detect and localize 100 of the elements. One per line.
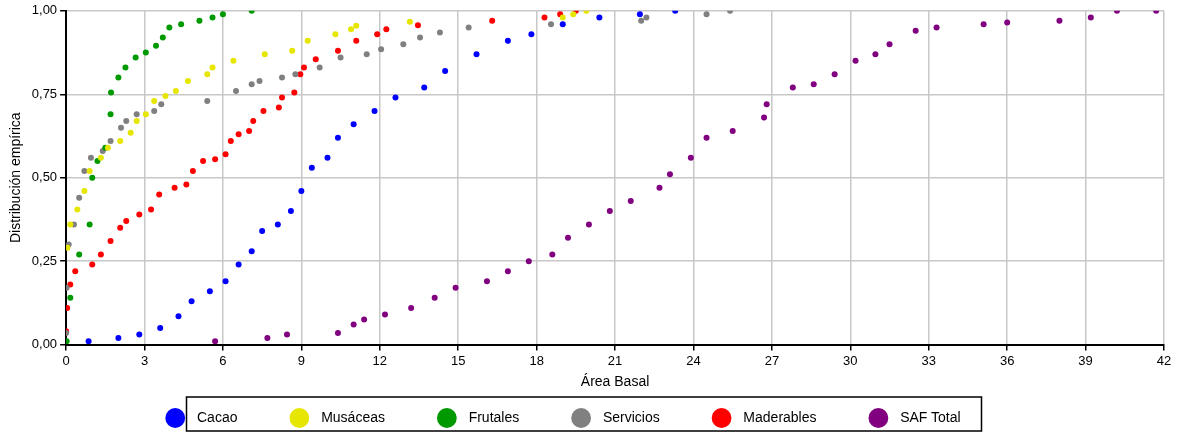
y-axis-title: Distribución empírica <box>7 112 24 244</box>
point <box>361 316 368 323</box>
point <box>212 156 219 163</box>
point <box>85 338 92 345</box>
point <box>122 64 129 71</box>
point <box>489 17 496 24</box>
point <box>275 104 282 111</box>
point <box>400 41 407 48</box>
point <box>89 261 96 268</box>
point <box>142 111 149 118</box>
point <box>383 26 390 33</box>
point <box>175 313 182 320</box>
point <box>761 114 768 121</box>
point <box>189 168 196 175</box>
point <box>324 154 331 161</box>
point <box>334 47 341 54</box>
point <box>136 331 143 338</box>
point <box>371 107 378 114</box>
point <box>219 11 226 18</box>
point <box>86 221 93 228</box>
point <box>279 94 286 101</box>
point <box>656 184 663 191</box>
point <box>117 137 124 144</box>
point <box>1087 14 1094 21</box>
point <box>763 101 770 108</box>
point <box>127 129 134 136</box>
point <box>86 168 93 175</box>
legend-label: Servicios <box>595 408 699 425</box>
point <box>67 294 74 301</box>
point <box>158 101 165 108</box>
y-tick-label: 1,00 <box>31 2 58 18</box>
point <box>421 84 428 91</box>
point <box>406 18 413 25</box>
point <box>374 31 381 38</box>
x-tick-label: 21 <box>607 352 623 368</box>
point <box>184 77 191 84</box>
point <box>72 268 79 275</box>
point <box>227 137 234 144</box>
point <box>153 42 160 49</box>
point <box>250 117 257 124</box>
point <box>159 34 166 41</box>
point <box>183 181 190 188</box>
point <box>886 41 893 48</box>
x-tick-label: 42 <box>1156 352 1172 368</box>
point <box>81 168 88 175</box>
point <box>729 127 736 134</box>
legend-label: SAF Total <box>892 408 1000 425</box>
point <box>831 71 838 78</box>
point <box>1056 17 1063 24</box>
point <box>108 89 115 96</box>
point <box>334 134 341 141</box>
point <box>852 57 859 64</box>
point <box>178 21 185 28</box>
point <box>136 211 143 218</box>
point <box>133 117 140 124</box>
x-tick-label: 33 <box>921 352 936 368</box>
point <box>117 224 124 231</box>
point <box>465 24 472 31</box>
point <box>570 11 577 18</box>
point <box>233 87 240 94</box>
point <box>980 21 987 28</box>
point <box>348 26 355 33</box>
y-tick-label: 0,00 <box>31 336 58 352</box>
legend-label: Frutales <box>460 408 559 425</box>
x-tick-label: 30 <box>843 352 858 368</box>
point <box>209 64 216 71</box>
point <box>151 107 158 114</box>
point <box>156 191 163 198</box>
point <box>638 17 645 24</box>
point <box>541 14 548 21</box>
point <box>87 154 94 161</box>
x-tick-label: 24 <box>686 352 701 368</box>
legend-label: Cacao <box>189 408 277 425</box>
point <box>436 29 443 36</box>
point <box>222 278 229 285</box>
point <box>209 14 216 21</box>
point <box>97 251 104 258</box>
point <box>414 22 421 29</box>
point <box>350 121 357 128</box>
point <box>81 188 88 195</box>
point <box>606 208 613 215</box>
point <box>417 34 424 41</box>
point <box>636 11 643 18</box>
point <box>259 228 266 235</box>
point <box>261 51 268 58</box>
point <box>222 151 229 158</box>
x-tick-label: 9 <box>297 352 305 368</box>
point <box>332 31 339 38</box>
point <box>264 334 271 341</box>
point <box>504 37 511 44</box>
point <box>565 234 571 241</box>
point <box>596 14 603 21</box>
point <box>350 321 357 328</box>
point <box>133 111 140 118</box>
point <box>810 81 817 88</box>
point <box>89 174 96 181</box>
point <box>246 127 253 134</box>
point <box>132 54 139 61</box>
y-tick-label: 0,50 <box>31 169 58 185</box>
point <box>235 131 242 138</box>
